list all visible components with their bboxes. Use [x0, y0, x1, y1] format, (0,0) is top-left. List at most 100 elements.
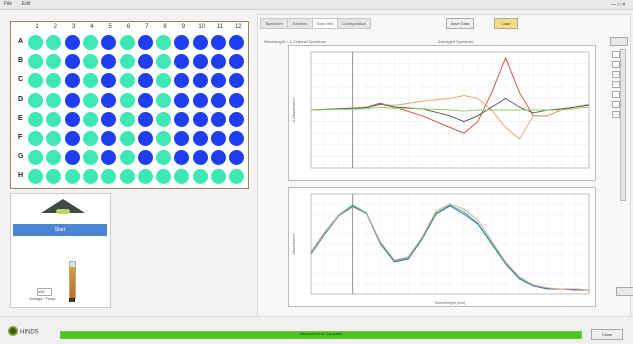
- well[interactable]: [101, 73, 117, 89]
- well[interactable]: [137, 54, 153, 70]
- well[interactable]: [64, 35, 80, 50]
- well[interactable]: [156, 92, 172, 108]
- well[interactable]: [229, 111, 245, 127]
- side-checkbox-1[interactable]: [612, 51, 620, 58]
- well[interactable]: [192, 169, 208, 185]
- well[interactable]: [46, 92, 62, 108]
- side-checkbox-5[interactable]: [612, 91, 620, 98]
- well[interactable]: [174, 54, 190, 70]
- well[interactable]: [119, 35, 135, 50]
- well[interactable]: [101, 169, 117, 185]
- well[interactable]: [46, 150, 62, 166]
- well[interactable]: [156, 131, 172, 146]
- start-button[interactable]: Start: [13, 224, 107, 236]
- well[interactable]: [119, 131, 135, 146]
- side-checkbox-6[interactable]: [612, 101, 620, 108]
- well[interactable]: [192, 73, 208, 89]
- well[interactable]: [28, 150, 43, 166]
- well[interactable]: [229, 131, 245, 146]
- well[interactable]: [82, 35, 98, 50]
- well[interactable]: [156, 73, 172, 89]
- well[interactable]: [211, 92, 226, 108]
- well[interactable]: [82, 92, 98, 108]
- well[interactable]: [46, 35, 62, 50]
- tab-configuration[interactable]: Configuration: [337, 18, 371, 29]
- well[interactable]: [156, 150, 172, 166]
- side-action-button[interactable]: [616, 287, 633, 296]
- well[interactable]: [137, 131, 153, 146]
- well[interactable]: [101, 111, 117, 127]
- side-checkbox-4[interactable]: [612, 81, 620, 88]
- well[interactable]: [28, 35, 43, 50]
- well[interactable]: [211, 131, 226, 146]
- well[interactable]: [211, 54, 226, 70]
- well[interactable]: [211, 150, 226, 166]
- side-scrollbar[interactable]: [620, 49, 626, 201]
- side-settings-button[interactable]: [610, 37, 628, 46]
- well[interactable]: [211, 35, 226, 50]
- well[interactable]: [192, 54, 208, 70]
- well[interactable]: [64, 92, 80, 108]
- well[interactable]: [101, 150, 117, 166]
- well[interactable]: [119, 150, 135, 166]
- well[interactable]: [174, 92, 190, 108]
- well[interactable]: [192, 92, 208, 108]
- well[interactable]: [82, 54, 98, 70]
- side-checkbox-7[interactable]: [612, 111, 620, 118]
- well[interactable]: [101, 92, 117, 108]
- well[interactable]: [28, 73, 43, 89]
- well[interactable]: [119, 73, 135, 89]
- well[interactable]: [192, 150, 208, 166]
- well[interactable]: [64, 73, 80, 89]
- tab-kinetics[interactable]: Kinetics: [287, 18, 313, 29]
- well[interactable]: [28, 169, 43, 185]
- well[interactable]: [229, 92, 245, 108]
- well[interactable]: [174, 35, 190, 50]
- well[interactable]: [174, 169, 190, 185]
- well[interactable]: [137, 150, 153, 166]
- well[interactable]: [137, 35, 153, 50]
- well[interactable]: [28, 92, 43, 108]
- well[interactable]: [64, 54, 80, 70]
- well[interactable]: [64, 111, 80, 127]
- well[interactable]: [137, 73, 153, 89]
- well[interactable]: [119, 92, 135, 108]
- export-button[interactable]: Save Data: [446, 18, 474, 29]
- well[interactable]: [82, 131, 98, 146]
- well[interactable]: [156, 111, 172, 127]
- well[interactable]: [137, 169, 153, 185]
- well[interactable]: [156, 35, 172, 50]
- well[interactable]: [46, 54, 62, 70]
- menu-edit[interactable]: Edit: [21, 1, 31, 7]
- well[interactable]: [46, 169, 62, 185]
- well[interactable]: [119, 111, 135, 127]
- tab-spectrum[interactable]: Spectrum: [260, 18, 288, 29]
- well[interactable]: [28, 54, 43, 70]
- side-checkbox-3[interactable]: [612, 71, 620, 78]
- close-button[interactable]: Close: [591, 329, 623, 340]
- value-input[interactable]: 100: [37, 288, 52, 296]
- well[interactable]: [229, 73, 245, 89]
- well[interactable]: [211, 73, 226, 89]
- well[interactable]: [82, 73, 98, 89]
- well[interactable]: [82, 111, 98, 127]
- well[interactable]: [137, 111, 153, 127]
- well[interactable]: [229, 169, 245, 185]
- load-button[interactable]: Load: [494, 18, 518, 29]
- menu-file[interactable]: File: [4, 1, 13, 7]
- window-controls[interactable]: — □ ✕: [611, 2, 626, 8]
- well[interactable]: [174, 111, 190, 127]
- well[interactable]: [46, 111, 62, 127]
- well[interactable]: [82, 169, 98, 185]
- toggle-switch[interactable]: [69, 298, 75, 302]
- tab-scan-info[interactable]: Scan Info: [312, 18, 338, 29]
- well[interactable]: [119, 169, 135, 185]
- well[interactable]: [156, 54, 172, 70]
- well[interactable]: [192, 111, 208, 127]
- well[interactable]: [64, 131, 80, 146]
- well[interactable]: [46, 73, 62, 89]
- well[interactable]: [192, 131, 208, 146]
- well[interactable]: [174, 73, 190, 89]
- well[interactable]: [137, 92, 153, 108]
- well[interactable]: [229, 54, 245, 70]
